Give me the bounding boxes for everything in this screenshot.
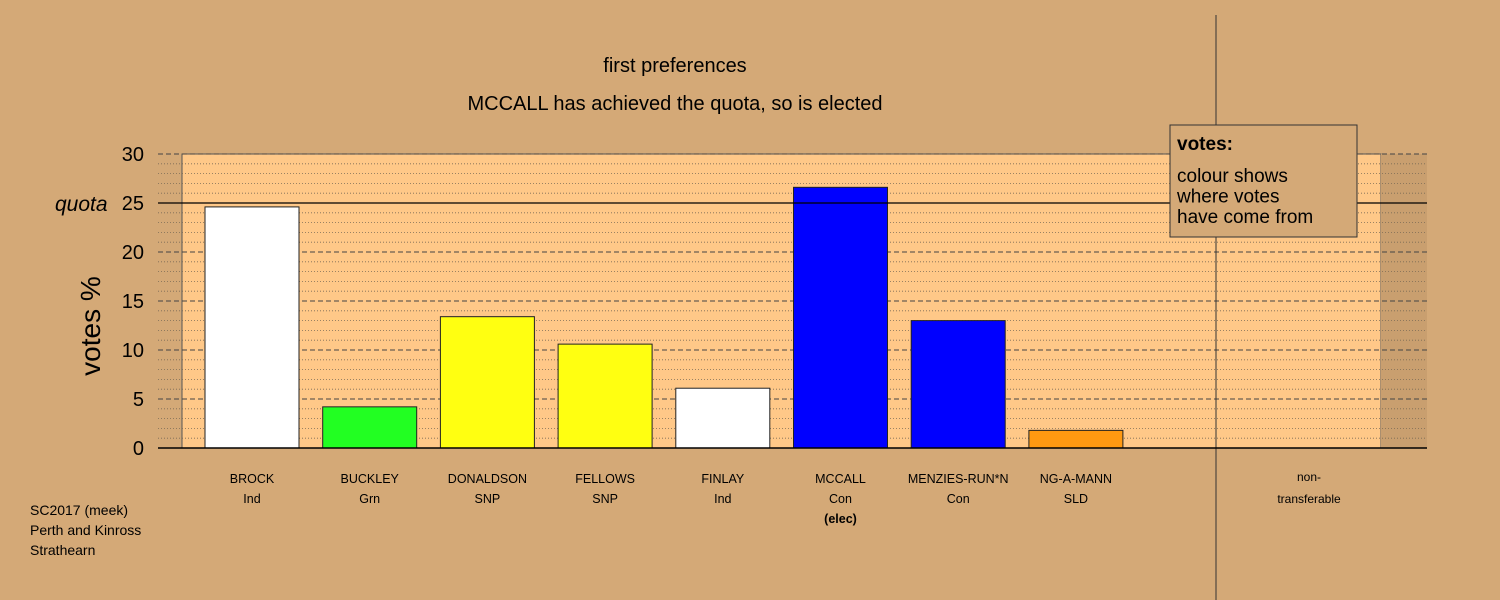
legend-line: colour shows [1177, 166, 1288, 187]
y-tick-label: 10 [122, 340, 144, 362]
candidate-name-label: MENZIES-RUN*N [908, 472, 1009, 486]
candidate-party-label: SLD [1064, 492, 1088, 506]
y-tick-label: 20 [122, 242, 144, 264]
y-tick-label: 30 [122, 144, 144, 166]
candidate-name-label: MCCALL [815, 472, 866, 486]
plot-edge-strip [1381, 154, 1427, 448]
candidate-name-label: DONALDSON [448, 472, 527, 486]
bar-ng-a-mann [1028, 429, 1124, 449]
y-tick-label: 25 [122, 193, 144, 215]
candidate-party-label: Grn [359, 492, 380, 506]
candidate-name-label: BROCK [230, 472, 275, 486]
footer-info: SC2017 (meek) Perth and Kinross Strathea… [30, 500, 141, 560]
legend-line: where votes [1176, 187, 1279, 208]
bar-finlay [675, 387, 771, 449]
bar-fellows [557, 343, 653, 449]
candidate-party-label: Ind [243, 492, 260, 506]
nontransferable-label-1: non- [1297, 470, 1321, 484]
footer-line-3: Strathearn [30, 542, 96, 558]
bar-brock [204, 206, 300, 449]
candidate-name-label: FELLOWS [575, 472, 635, 486]
chart-subtitle: MCCALL has achieved the quota, so is ele… [467, 93, 882, 115]
y-tick-label: 15 [122, 291, 144, 313]
legend-title: votes: [1177, 134, 1233, 155]
candidate-name-label: FINLAY [701, 472, 744, 486]
candidate-party-label: Con [829, 492, 852, 506]
chart-title: first preferences [603, 55, 746, 77]
candidate-party-label: Ind [714, 492, 731, 506]
quota-label: quota [55, 193, 108, 216]
candidate-party-label: SNP [592, 492, 618, 506]
y-tick-label: 5 [133, 389, 144, 411]
nontransferable-label-2: transferable [1277, 492, 1341, 506]
candidate-party-label: SNP [475, 492, 501, 506]
y-axis-label: votes % [75, 276, 106, 376]
candidate-name-label: BUCKLEY [341, 472, 400, 486]
bar-menzies-run*n [910, 320, 1006, 449]
legend-line: have come from [1177, 207, 1313, 228]
y-tick-label: 0 [133, 438, 144, 460]
bar-donaldson [439, 316, 535, 449]
legend-box [1169, 124, 1358, 238]
candidate-name-label: NG-A-MANN [1040, 472, 1112, 486]
footer-line-1: SC2017 (meek) [30, 502, 129, 518]
bar-buckley [322, 406, 418, 449]
elected-note: (elec) [824, 512, 857, 526]
candidate-party-label: Con [947, 492, 970, 506]
footer-line-2: Perth and Kinross [30, 522, 142, 538]
bar-mccall [793, 186, 888, 449]
